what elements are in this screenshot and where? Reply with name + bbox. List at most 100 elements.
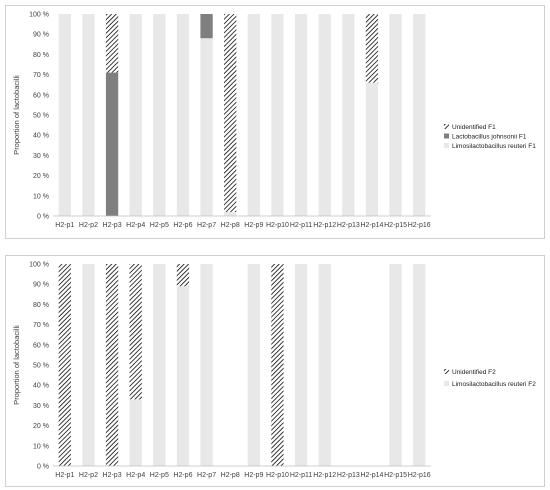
x-tick-label: H2-p5 [150, 222, 169, 229]
legend-entry: Limosilactobacillus reuteri F2 [452, 381, 536, 388]
y-tick-label: 0 % [37, 464, 49, 471]
bar-segment [200, 38, 213, 216]
y-tick-label: 30 % [33, 153, 49, 160]
x-tick-label: H2-p11 [290, 222, 313, 229]
bar-segment [294, 264, 308, 466]
y-axis-label: Proportion of lactobacilli [12, 325, 21, 405]
x-tick-label: H2-p11 [290, 472, 313, 479]
x-tick-label: H2-p12 [313, 472, 336, 479]
bar-segment [200, 14, 213, 39]
bar-segment [318, 264, 331, 466]
y-tick-label: 40 % [33, 383, 49, 390]
bar-segment [271, 14, 284, 216]
bar-segment [82, 14, 95, 216]
x-tick-label: H2-p12 [313, 222, 336, 229]
legend-swatch [444, 381, 449, 386]
x-tick-label: H2-p14 [360, 472, 383, 479]
legend-swatch [444, 369, 449, 374]
y-tick-label: 60 % [33, 92, 49, 99]
y-tick-label: 70 % [33, 322, 49, 329]
x-tick-label: H2-p15 [384, 472, 407, 479]
y-tick-label: 10 % [33, 443, 49, 450]
y-tick-label: 80 % [33, 302, 49, 309]
bar-segment [105, 72, 119, 216]
bar-segment [82, 264, 95, 466]
x-tick-label: H2-p10 [266, 222, 289, 229]
bar-segment [247, 14, 260, 216]
bar-segment [365, 82, 379, 217]
x-tick-label: H2-p8 [221, 472, 240, 479]
bar-segment [200, 264, 213, 466]
x-tick-label: H2-p15 [384, 222, 407, 229]
y-tick-label: 100 % [29, 262, 49, 269]
x-tick-label: H2-p13 [337, 472, 360, 479]
y-tick-label: 90 % [33, 282, 49, 289]
y-tick-label: 0 % [37, 214, 49, 221]
bar-segment [176, 264, 190, 287]
x-tick-label: H2-p16 [408, 222, 431, 229]
chart-f1: Proportion of lactobacilli 0 % 10 % 20 % 30 … [12, 12, 536, 230]
x-tick-label: H2-p6 [173, 472, 192, 479]
legend-entry: Unidentified F1 [452, 124, 496, 131]
y-tick-label: 20 % [33, 173, 49, 180]
x-tick-label: H2-p10 [266, 472, 289, 479]
bar-segment [129, 264, 142, 400]
bar-segment [318, 14, 331, 216]
bar-segment [176, 286, 190, 466]
x-tick-label: H2-p1 [55, 222, 74, 229]
y-tick-label: 20 % [33, 423, 49, 430]
x-tick-label: H2-p6 [173, 222, 192, 229]
x-tick-label: H2-p9 [244, 472, 263, 479]
legend-entry: Lactobacillus johnsonii F1 [452, 134, 527, 141]
bar-segment [365, 14, 379, 83]
y-tick-label: 40 % [33, 133, 49, 140]
x-tick-label: H2-p1 [55, 472, 74, 479]
x-tick-label: H2-p13 [337, 222, 360, 229]
y-tick-label: 100 % [29, 12, 49, 19]
bar-segment [105, 14, 119, 73]
bar-segment [153, 14, 166, 216]
x-tick-label: H2-p4 [126, 222, 145, 229]
bar-segment [294, 14, 308, 216]
bar-segment [58, 14, 71, 216]
x-tick-label: H2-p4 [126, 472, 145, 479]
legend-swatch [444, 143, 449, 148]
x-tick-label: H2-p9 [244, 222, 263, 229]
y-tick-label: 30 % [33, 403, 49, 410]
bar-segment [247, 264, 260, 466]
bar-segment [342, 14, 355, 216]
y-tick-label: 60 % [33, 342, 49, 349]
y-tick-label: 10 % [33, 193, 49, 200]
bar-segment [105, 264, 119, 466]
legend-entry: Limosilactobacillus reuteri F1 [452, 143, 536, 150]
bar-segment [176, 14, 190, 216]
bar-segment [58, 264, 71, 466]
bar-segment [224, 14, 237, 212]
bar-segment [271, 264, 284, 466]
y-tick-label: 50 % [33, 363, 49, 370]
y-axis-label: Proportion of lactobacilli [12, 75, 21, 155]
legend-swatch [444, 124, 449, 129]
chart-f2: Proportion of lactobacilli 0 % 10 % 20 % 30 … [12, 262, 536, 480]
bar-segment [129, 399, 142, 466]
bar-segment [389, 264, 402, 466]
chart-panel-f1: Proportion of lactobacilli 0 % 10 % 20 % 30 … [5, 5, 545, 239]
bar-segment [413, 14, 426, 216]
x-tick-label: H2-p7 [197, 222, 216, 229]
x-tick-label: H2-p14 [360, 222, 383, 229]
x-tick-label: H2-p16 [408, 472, 431, 479]
x-tick-label: H2-p3 [103, 472, 122, 479]
y-tick-label: 80 % [33, 52, 49, 59]
bar-segment [129, 14, 142, 216]
y-tick-label: 90 % [33, 32, 49, 39]
y-tick-label: 50 % [33, 113, 49, 120]
bar-segment [153, 264, 166, 466]
bar-segment [389, 14, 402, 216]
x-tick-label: H2-p5 [150, 472, 169, 479]
x-tick-label: H2-p2 [79, 222, 98, 229]
x-tick-label: H2-p8 [221, 222, 240, 229]
x-tick-label: H2-p2 [79, 472, 98, 479]
y-tick-label: 70 % [33, 72, 49, 79]
x-tick-label: H2-p7 [197, 472, 216, 479]
legend-swatch [444, 133, 449, 139]
